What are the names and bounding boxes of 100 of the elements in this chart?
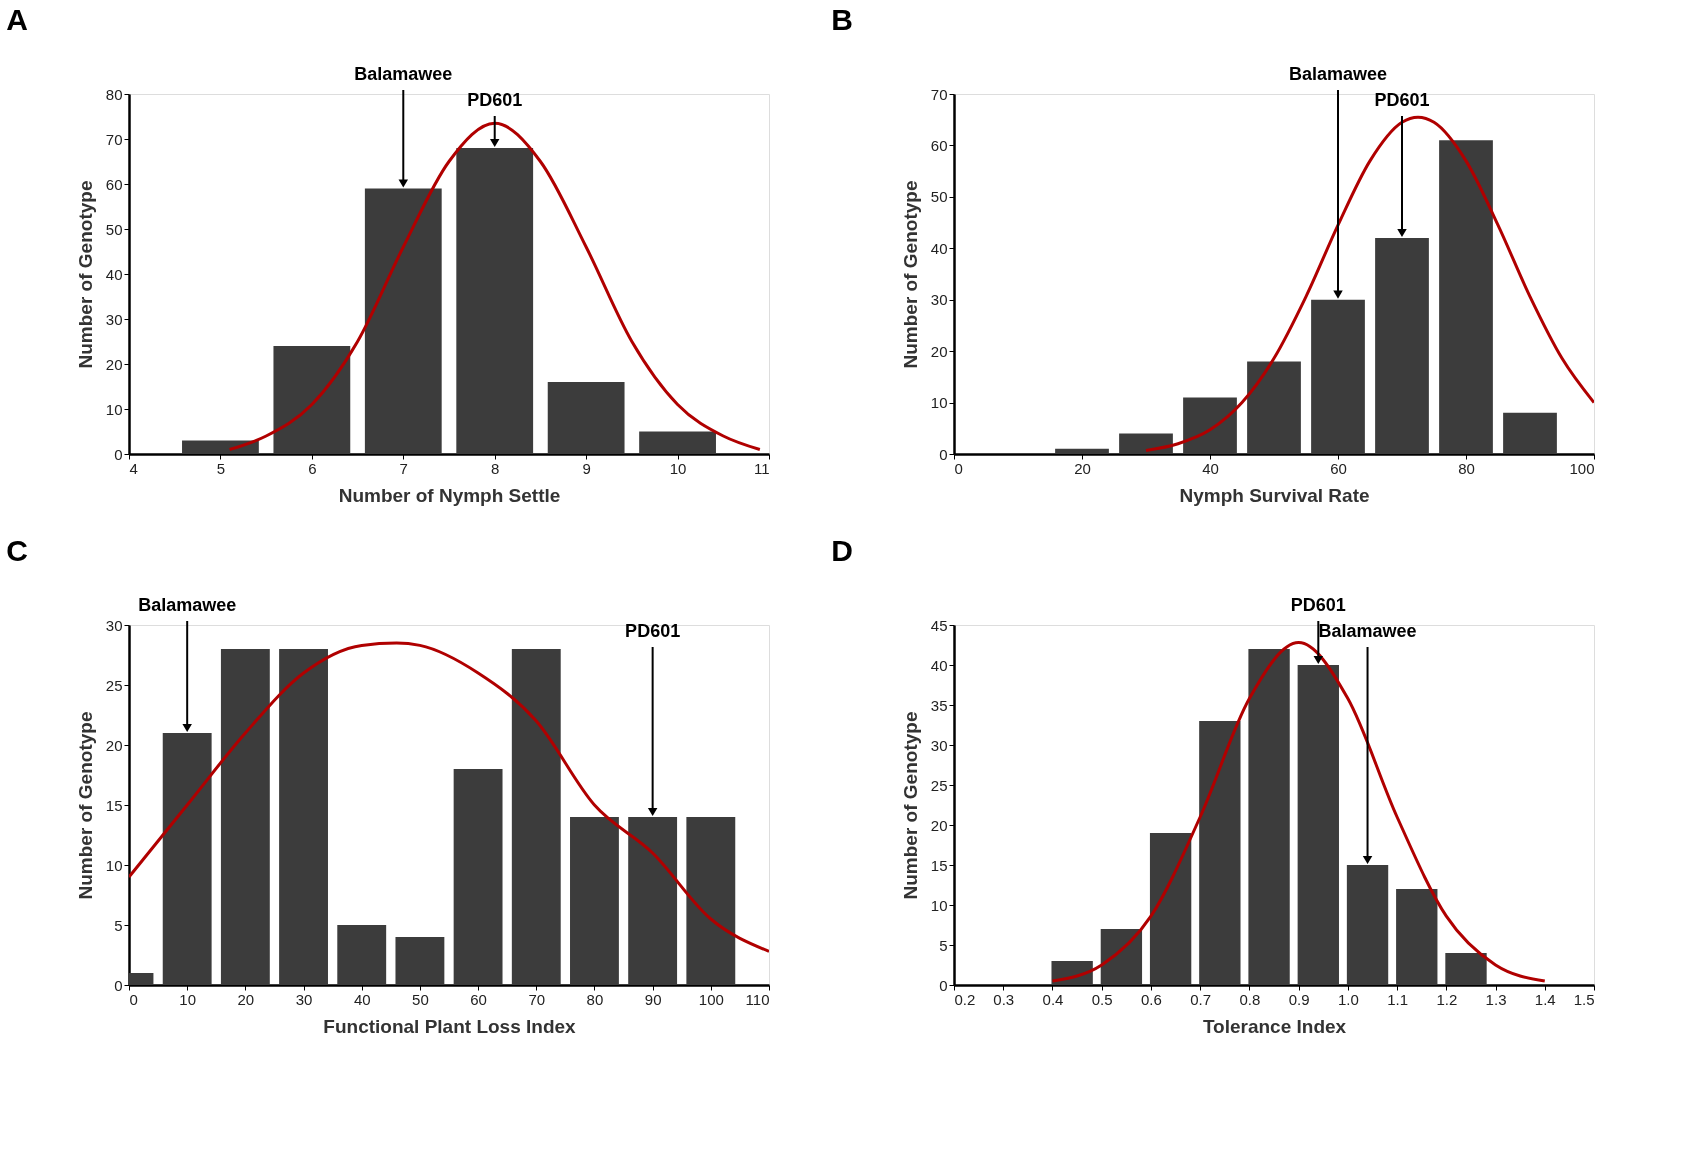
- x-tick-label: 1.4: [1534, 990, 1556, 1008]
- bar: [279, 649, 328, 985]
- y-axis-title: Number of Genotype: [74, 180, 96, 369]
- bar: [1439, 140, 1493, 454]
- bar: [453, 769, 503, 985]
- bar: [1396, 889, 1438, 985]
- x-tick-label: 80: [1458, 459, 1475, 477]
- x-tick-label: 7: [399, 459, 408, 477]
- y-tick-label: 5: [939, 936, 948, 954]
- bar: [364, 188, 442, 454]
- annotation: PD601: [467, 90, 523, 110]
- bar: [1199, 721, 1241, 985]
- y-tick-label: 15: [930, 856, 948, 874]
- bar: [395, 937, 445, 985]
- y-axis-title: Number of Genotype: [74, 711, 96, 900]
- y-tick-label: 30: [105, 310, 123, 328]
- y-tick-label: 70: [930, 85, 948, 103]
- y-tick-label: 35: [930, 696, 948, 714]
- x-tick-label: 100: [1569, 459, 1595, 477]
- x-tick-label: 1.0: [1337, 990, 1359, 1008]
- bar: [1503, 412, 1557, 454]
- annotation: Balamawee: [354, 64, 453, 84]
- line-series: [1050, 641, 1547, 983]
- x-tick-label: 100: [698, 990, 724, 1008]
- x-tick-label: 0.4: [1042, 990, 1064, 1008]
- annotation: Balamawee: [1318, 621, 1417, 641]
- bar: [162, 733, 212, 985]
- annotation: PD601: [1374, 90, 1430, 110]
- y-tick-label: 30: [930, 291, 948, 309]
- y-tick-label: 0: [939, 445, 948, 463]
- x-tick-label: 20: [237, 990, 255, 1008]
- bar: [337, 925, 387, 985]
- bar: [639, 431, 716, 454]
- x-tick-label: 30: [295, 990, 313, 1008]
- y-tick-label: 40: [930, 239, 948, 257]
- bar: [273, 346, 351, 454]
- x-tick-label: 1.1: [1387, 990, 1409, 1008]
- x-tick-label: 0.5: [1091, 990, 1113, 1008]
- annotation: Balamawee: [138, 595, 237, 615]
- y-tick-label: 20: [930, 342, 948, 360]
- y-tick-label: 5: [114, 916, 123, 934]
- y-tick-label: 80: [105, 85, 123, 103]
- x-axis-title: Tolerance Index: [1202, 1015, 1347, 1037]
- y-tick-label: 40: [930, 656, 948, 674]
- y-tick-label: 30: [930, 736, 948, 754]
- y-tick-label: 50: [105, 220, 123, 238]
- x-tick-label: 8: [491, 459, 500, 477]
- x-tick-label: 0.8: [1239, 990, 1261, 1008]
- y-axis-title: Number of Genotype: [899, 711, 921, 900]
- bar: [1119, 433, 1173, 454]
- x-tick-label: 5: [216, 459, 226, 477]
- annotation: PD601: [1290, 595, 1346, 615]
- line-series: [228, 121, 762, 451]
- y-tick-label: 50: [930, 188, 948, 206]
- bar: [1149, 833, 1192, 985]
- x-tick-label: 0.7: [1190, 990, 1212, 1008]
- y-tick-label: 25: [930, 776, 948, 794]
- x-tick-label: 10: [669, 459, 687, 477]
- x-tick-label: 70: [528, 990, 546, 1008]
- x-tick-label: 40: [353, 990, 371, 1008]
- y-axis-title: Number of Genotype: [899, 180, 921, 369]
- x-axis-title: Nymph Survival Rate: [1179, 484, 1370, 506]
- bar: [1311, 299, 1365, 454]
- bar: [686, 817, 736, 985]
- x-tick-label: 0.6: [1140, 990, 1162, 1008]
- chart-title: C: [6, 534, 28, 567]
- line-series: [1144, 115, 1594, 452]
- y-tick-label: 60: [105, 175, 123, 193]
- x-tick-label: 20: [1074, 459, 1091, 477]
- x-tick-label: 1.2: [1436, 990, 1458, 1008]
- x-tick-label: 1.3: [1485, 990, 1507, 1008]
- x-tick-label: 11: [753, 459, 770, 477]
- bar: [1297, 665, 1339, 985]
- bar: [1183, 397, 1237, 454]
- x-tick-label: 60: [1330, 459, 1347, 477]
- x-tick-label: 0.9: [1288, 990, 1310, 1008]
- x-tick-label: 9: [582, 459, 591, 477]
- x-tick-label: 110: [745, 990, 770, 1008]
- y-tick-label: 70: [105, 130, 123, 148]
- bar: [547, 382, 625, 454]
- y-tick-label: 40: [105, 265, 123, 283]
- bar: [1055, 448, 1109, 454]
- x-axis-title: Number of Nymph Settle: [338, 484, 561, 506]
- y-tick-label: 20: [930, 816, 948, 834]
- x-tick-label: 0.3: [993, 990, 1015, 1008]
- bar: [628, 817, 678, 985]
- x-tick-label: 4: [129, 459, 138, 477]
- x-tick-label: 0.2: [954, 990, 976, 1008]
- x-tick-label: 10: [179, 990, 197, 1008]
- y-tick-label: 20: [105, 355, 123, 373]
- x-tick-label: 1.5: [1573, 990, 1595, 1008]
- x-tick-label: 6: [308, 459, 317, 477]
- bar: [1248, 649, 1290, 985]
- chart-title: A: [6, 3, 28, 36]
- bar: [456, 148, 534, 454]
- y-tick-label: 0: [114, 445, 123, 463]
- y-tick-label: 25: [105, 676, 123, 694]
- y-tick-label: 30: [105, 616, 123, 634]
- annotation: PD601: [625, 621, 681, 641]
- line-series: [129, 641, 769, 953]
